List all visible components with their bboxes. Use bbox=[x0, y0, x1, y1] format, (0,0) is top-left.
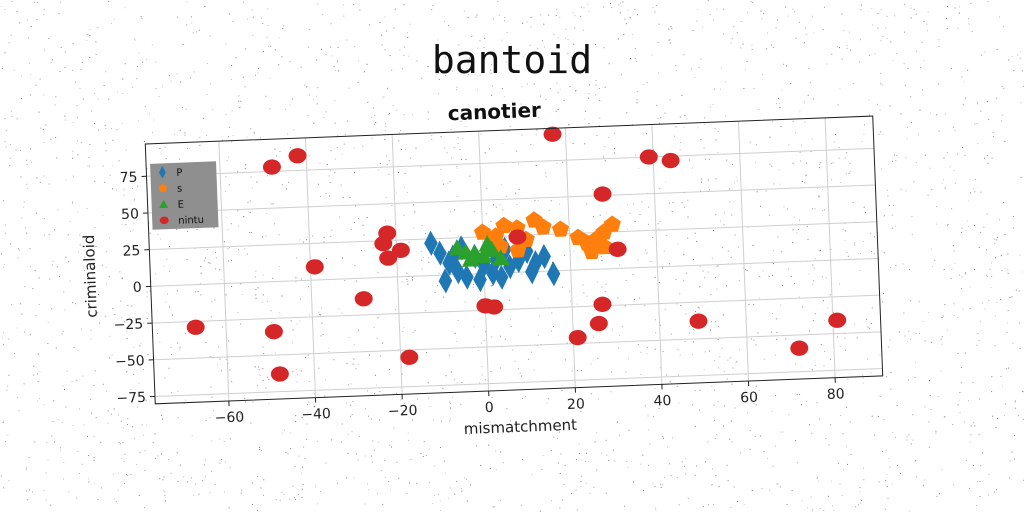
data-point bbox=[589, 315, 608, 332]
series-nintu bbox=[186, 126, 847, 382]
data-point bbox=[379, 250, 398, 266]
x-gridline bbox=[824, 117, 836, 378]
data-point bbox=[509, 241, 527, 258]
legend-label: E bbox=[177, 200, 184, 211]
legend-label: s bbox=[177, 184, 183, 195]
y-gridline bbox=[154, 368, 883, 397]
data-point bbox=[354, 291, 373, 307]
figure-suptitle: bantoid bbox=[431, 38, 593, 82]
data-point bbox=[461, 250, 480, 267]
y-gridline bbox=[150, 257, 879, 287]
y-gridline bbox=[153, 331, 882, 361]
legend-box bbox=[150, 161, 219, 230]
data-point bbox=[828, 312, 847, 328]
data-point bbox=[551, 220, 569, 237]
legend-marker bbox=[158, 183, 168, 193]
legend-marker bbox=[159, 166, 166, 179]
y-tick-label: −25 bbox=[113, 316, 143, 333]
data-point bbox=[790, 340, 809, 356]
x-tick-label: 40 bbox=[653, 393, 671, 410]
data-point bbox=[568, 329, 587, 346]
data-point bbox=[478, 235, 497, 252]
data-point bbox=[508, 229, 527, 245]
data-point bbox=[543, 126, 562, 142]
data-point bbox=[474, 246, 493, 264]
x-tick-label: −60 bbox=[214, 409, 244, 426]
y-tick-label: 0 bbox=[133, 280, 143, 296]
x-gridline bbox=[391, 134, 403, 395]
chart-title: canotier bbox=[447, 98, 541, 126]
chart-grid bbox=[146, 117, 883, 401]
plot-area-frame bbox=[144, 115, 884, 405]
data-point bbox=[593, 296, 612, 312]
x-tick-label: 80 bbox=[827, 386, 845, 403]
data-point bbox=[438, 268, 453, 294]
x-gridline bbox=[738, 121, 749, 382]
data-point bbox=[264, 323, 283, 340]
data-point bbox=[495, 216, 513, 234]
data-point bbox=[537, 243, 551, 270]
x-gridline bbox=[651, 124, 663, 385]
y-tick-label: 75 bbox=[119, 170, 137, 187]
data-point bbox=[525, 259, 539, 285]
axis-ticks: −60 −40 −20 0 20 40 60 80 −75 −50 −25 0 25 50 75 bbox=[113, 170, 845, 427]
data-point bbox=[473, 267, 487, 293]
data-point bbox=[593, 186, 612, 202]
x-tick-label: −20 bbox=[388, 403, 418, 420]
data-point bbox=[446, 244, 460, 270]
data-point bbox=[186, 319, 205, 335]
x-tick-label: 60 bbox=[740, 390, 758, 407]
data-point bbox=[494, 264, 509, 290]
x-tick-label: −40 bbox=[301, 406, 331, 423]
x-gridline bbox=[564, 127, 576, 388]
data-point bbox=[400, 349, 419, 365]
data-point bbox=[374, 235, 393, 252]
data-point bbox=[262, 159, 281, 175]
legend-label: nintu bbox=[178, 215, 204, 227]
data-point bbox=[485, 299, 504, 315]
data-point bbox=[270, 366, 289, 382]
y-gridline bbox=[152, 294, 880, 324]
data-point bbox=[529, 250, 543, 276]
data-point bbox=[424, 230, 438, 256]
x-tick-label: 0 bbox=[485, 400, 495, 416]
data-point bbox=[608, 241, 627, 257]
legend-marker bbox=[159, 216, 169, 225]
data-point bbox=[391, 242, 410, 258]
x-axis-label: mismatchment bbox=[463, 416, 577, 438]
data-point bbox=[305, 259, 324, 275]
data-point bbox=[583, 242, 601, 260]
data-point bbox=[603, 215, 621, 233]
y-tick-label: 50 bbox=[121, 206, 139, 223]
x-tick-label: 20 bbox=[567, 396, 585, 413]
data-point bbox=[433, 240, 447, 266]
series-E bbox=[448, 235, 511, 267]
data-point bbox=[546, 261, 561, 287]
data-point bbox=[492, 249, 511, 266]
data-point bbox=[442, 250, 456, 276]
y-tick-label: 25 bbox=[122, 243, 140, 260]
y-tick-label: −75 bbox=[116, 390, 146, 407]
data-point bbox=[534, 218, 552, 235]
y-gridline bbox=[147, 184, 876, 214]
data-point bbox=[460, 264, 474, 290]
data-point bbox=[639, 149, 658, 165]
x-gridline bbox=[218, 141, 230, 401]
data-point bbox=[689, 313, 708, 329]
legend-marker bbox=[159, 199, 169, 209]
data-point bbox=[288, 148, 307, 164]
legend-label: P bbox=[176, 168, 182, 179]
data-point bbox=[661, 152, 680, 169]
y-gridline bbox=[146, 147, 874, 177]
y-axis-label: criminaloid bbox=[80, 234, 101, 318]
y-tick-label: −50 bbox=[115, 353, 145, 370]
chart-points bbox=[186, 126, 847, 382]
